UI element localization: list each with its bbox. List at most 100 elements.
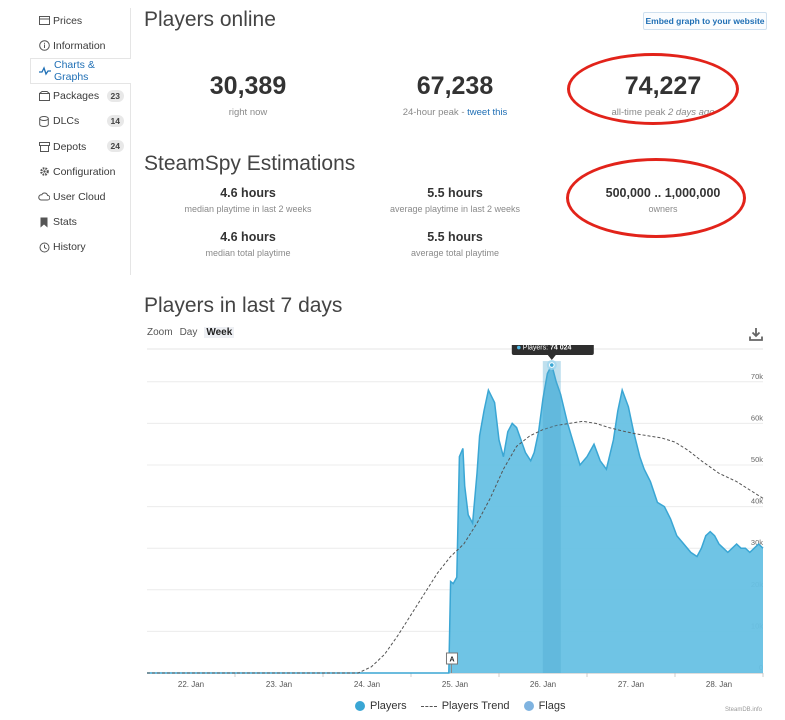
- stat-24h-peak: 67,238 24-hour peak - tweet this: [385, 72, 525, 118]
- package-icon: [38, 90, 50, 102]
- y-tick-label: 70k: [751, 372, 763, 381]
- sidebar-item-label: Prices: [53, 14, 83, 27]
- estimate-average-2w: 5.5 hours average playtime in last 2 wee…: [375, 186, 535, 214]
- tooltip-series-dot: [517, 345, 521, 350]
- tweet-this-link[interactable]: tweet this: [467, 107, 508, 118]
- download-icon[interactable]: [749, 327, 763, 341]
- tooltip-arrow: [547, 355, 556, 361]
- info-icon: [38, 40, 50, 52]
- zoom-week-button[interactable]: Week: [204, 327, 235, 338]
- stat-value: 30,389: [209, 72, 287, 100]
- sidebar-item-label: DLCs: [53, 115, 80, 128]
- x-tick-label: 26. Jan: [530, 680, 556, 689]
- sidebar-item-stats[interactable]: Stats: [30, 210, 130, 235]
- estimate-value: 5.5 hours: [427, 230, 483, 244]
- estimate-label: average playtime in last 2 weeks: [389, 204, 521, 214]
- tooltip-series: Players: 74 024: [523, 345, 572, 352]
- depot-icon: [38, 141, 50, 153]
- chart-overlay: ASaturday, Jan 26, 15:30Players: 74 024: [445, 345, 594, 673]
- legend-label: Players Trend: [441, 700, 510, 712]
- estimate-median-2w: 4.6 hours median playtime in last 2 week…: [168, 186, 328, 214]
- x-axis-labels: 22. Jan 23. Jan 24. Jan 25. Jan 26. Jan 27. J…: [147, 672, 764, 689]
- zoom-day-button[interactable]: Day: [179, 327, 198, 338]
- players-online-title: Players online: [144, 8, 276, 31]
- bookmark-icon: [38, 216, 50, 228]
- legend-label: Flags: [538, 700, 566, 712]
- y-tick-label: 50k: [751, 455, 763, 464]
- x-tick-label: 23. Jan: [266, 680, 292, 689]
- y-tick-label: 60k: [751, 413, 763, 422]
- estimate-label: median total playtime: [205, 248, 291, 258]
- credit-text: SteamDB.info: [725, 707, 763, 713]
- sidebar-item-label: Charts & Graphs: [54, 58, 95, 83]
- legend-dot-players: [355, 701, 365, 711]
- estimate-label: median playtime in last 2 weeks: [184, 204, 312, 214]
- red-circle-annotation: [567, 53, 739, 125]
- sidebar-item-prices[interactable]: Prices: [30, 8, 130, 33]
- sidebar-item-label: History: [53, 241, 86, 254]
- sidebar-item-charts[interactable]: Charts & Graphs: [30, 58, 131, 84]
- sidebar-item-user-cloud[interactable]: User Cloud: [30, 184, 130, 209]
- legend-dash-trend: [420, 705, 437, 707]
- chart-legend: Players Players Trend Flags: [355, 700, 565, 712]
- legend-item-flags[interactable]: Flags: [523, 700, 566, 712]
- sidebar-item-configuration[interactable]: Configuration: [30, 159, 130, 184]
- hover-point: [549, 362, 555, 368]
- y-tick-label: 30k: [751, 538, 763, 547]
- sidebar-item-information[interactable]: Information: [30, 33, 130, 58]
- legend-item-trend[interactable]: Players Trend: [420, 700, 510, 712]
- x-tick-label: 24. Jan: [354, 680, 380, 689]
- players-trend-line: [147, 420, 764, 674]
- price-tag-icon: [38, 15, 50, 27]
- packages-count-badge: 23: [106, 89, 124, 102]
- sidebar-item-history[interactable]: History: [30, 235, 130, 260]
- sidebar-item-label: Configuration: [53, 165, 116, 178]
- stat-right-now: 30,389 right now: [180, 72, 316, 118]
- zoom-controls: Zoom Day Week: [147, 327, 235, 338]
- sidebar-item-label: User Cloud: [53, 190, 106, 203]
- sidebar-item-label: Depots: [53, 140, 87, 153]
- players-area: [147, 365, 763, 673]
- cloud-icon: [38, 191, 50, 203]
- sidebar-item-packages[interactable]: Packages 23: [30, 84, 130, 109]
- chart-line-icon: [39, 65, 51, 77]
- estimate-value: 5.5 hours: [427, 186, 483, 200]
- sidebar-item-label: Packages: [53, 90, 100, 103]
- gear-icon: [38, 166, 50, 178]
- sidebar-item-dlcs[interactable]: DLCs 14: [30, 109, 130, 134]
- estimate-value: 4.6 hours: [220, 230, 276, 244]
- dlc-icon: [38, 115, 50, 127]
- embed-graph-button[interactable]: Embed graph to your website: [643, 12, 767, 30]
- flag-marker: [445, 652, 458, 665]
- sidebar-item-depots[interactable]: Depots 24: [30, 134, 130, 159]
- x-tick-label: 27. Jan: [618, 680, 644, 689]
- players-line: [147, 363, 764, 674]
- estimate-value: 4.6 hours: [220, 186, 276, 200]
- tooltip-value: 74 024: [550, 345, 572, 352]
- stat-label: 24-hour peak - tweet this: [385, 107, 525, 118]
- tooltip-box: [511, 345, 594, 356]
- estimate-label: average total playtime: [410, 248, 500, 258]
- zoom-label: Zoom: [147, 327, 173, 338]
- x-tick-label: 28. Jan: [706, 680, 732, 689]
- hover-band: [542, 361, 561, 673]
- chart-title: Players in last 7 days: [144, 294, 343, 317]
- flag-label: A: [449, 657, 454, 664]
- dlcs-count-badge: 14: [106, 114, 124, 127]
- estimate-median-total: 4.6 hours median total playtime: [168, 230, 328, 258]
- steamspy-title: SteamSpy Estimations: [144, 152, 356, 175]
- estimate-average-total: 5.5 hours average total playtime: [375, 230, 535, 258]
- legend-dot-flags: [523, 701, 534, 711]
- y-tick-label: 40k: [751, 497, 763, 506]
- legend-item-players[interactable]: Players: [355, 700, 407, 712]
- depots-count-badge: 24: [106, 139, 124, 152]
- x-tick-label: 22. Jan: [178, 680, 204, 689]
- sidebar-nav: Prices Information Charts & Graphs Packa…: [30, 8, 131, 275]
- legend-label: Players: [370, 700, 407, 712]
- x-tick-label: 25. Jan: [442, 680, 468, 689]
- stat-label-text: 24-hour peak -: [402, 107, 465, 118]
- stat-label: right now: [228, 107, 268, 118]
- sidebar-item-label: Stats: [53, 216, 77, 229]
- sidebar-item-label: Information: [53, 39, 106, 52]
